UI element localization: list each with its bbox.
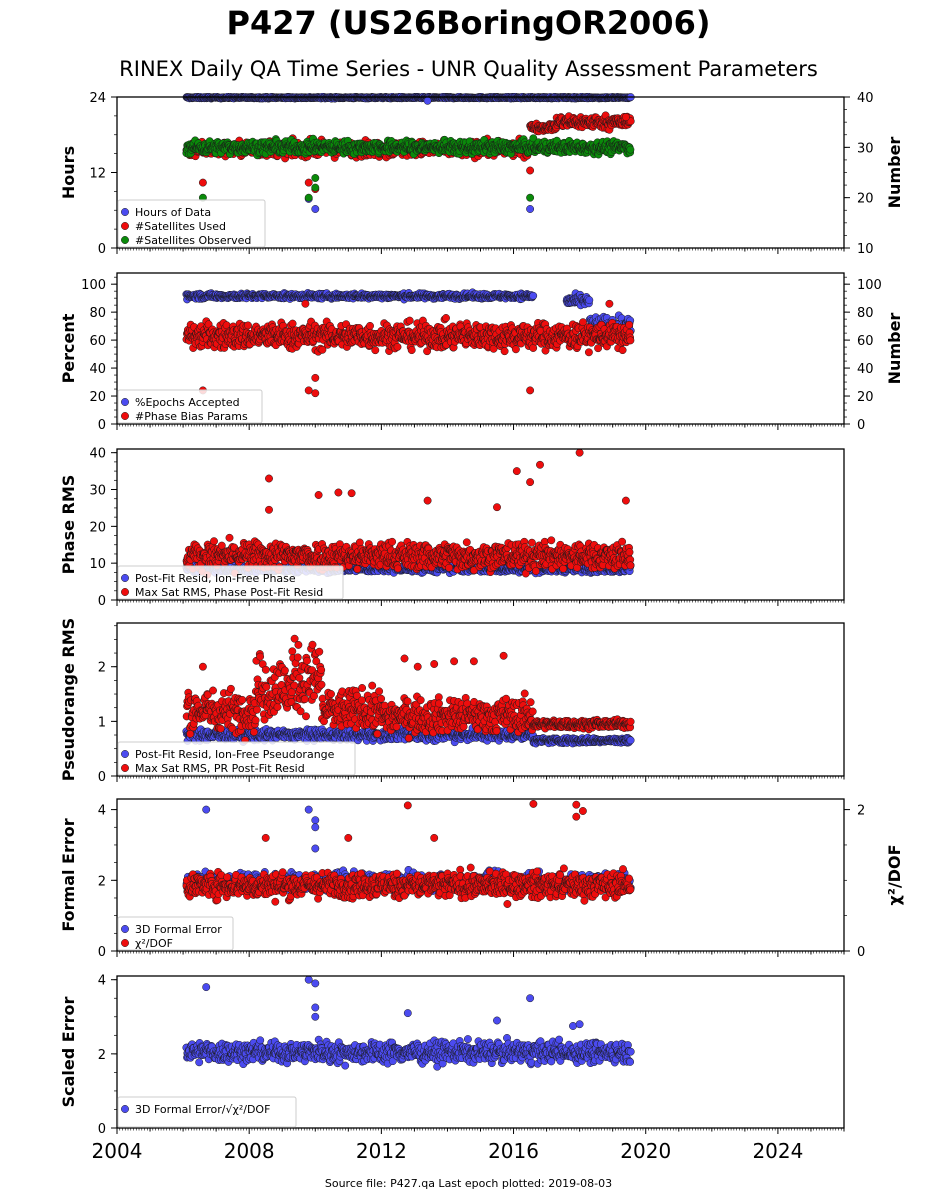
data-point (288, 319, 297, 328)
legend-marker (121, 236, 129, 244)
series-hours-2 (182, 134, 635, 202)
data-point (585, 296, 594, 305)
y-right-tick-label: 30 (857, 141, 874, 156)
data-point (526, 166, 535, 175)
hours-data (182, 93, 635, 213)
data-point (526, 205, 535, 213)
data-point (301, 299, 310, 308)
legend-label: Hours of Data (135, 206, 211, 219)
data-point (625, 320, 634, 329)
y-tick-label: 0 (98, 242, 106, 257)
data-point (244, 321, 252, 330)
data-point (423, 96, 432, 105)
data-point (618, 346, 627, 355)
data-point (526, 193, 535, 202)
y-right-tick-label: 40 (857, 91, 874, 106)
figure-subtitle: RINEX Daily QA Time Series - UNR Quality… (119, 57, 818, 81)
data-point (626, 145, 635, 154)
data-point (304, 386, 313, 395)
data-point (304, 178, 313, 187)
legend-label: #Satellites Used (135, 220, 226, 233)
data-point (605, 299, 614, 308)
legend-marker (121, 208, 129, 216)
data-point (311, 373, 320, 382)
data-point (529, 134, 538, 143)
legend-label: #Satellites Observed (135, 234, 251, 247)
figure-title: P427 (US26BoringOR2006) (226, 4, 711, 42)
data-point (626, 336, 635, 345)
y-tick-label: 12 (89, 167, 106, 182)
y-right-tick-label: 20 (857, 192, 874, 207)
data-point (304, 193, 313, 202)
percent-data (182, 288, 635, 398)
data-point (529, 291, 538, 300)
data-point (442, 314, 450, 322)
series-percent-1 (182, 299, 635, 398)
data-point (511, 345, 520, 354)
data-point (311, 183, 320, 192)
hours-legend: Hours of Data#Satellites Used#Satellites… (117, 199, 266, 248)
hours-ylabel: Hours (59, 146, 78, 199)
data-point (584, 348, 593, 357)
data-point (621, 113, 630, 122)
data-point (311, 205, 320, 213)
data-point (311, 389, 320, 398)
data-point (407, 346, 416, 355)
data-point (500, 347, 509, 356)
panel-percent: 020406080100Percent020406080100Number%Ep… (59, 272, 904, 433)
data-point (393, 342, 402, 351)
data-point (405, 316, 414, 325)
data-point (526, 386, 535, 395)
legend-box (117, 199, 266, 248)
data-point (311, 174, 320, 182)
data-point (366, 321, 374, 330)
data-point (198, 178, 207, 187)
y-tick-label: 24 (89, 91, 106, 106)
legend-marker (121, 222, 129, 230)
data-point (371, 346, 380, 355)
hours-ylabel-right: Number (885, 137, 904, 209)
y-right-tick-label: 10 (857, 242, 874, 257)
